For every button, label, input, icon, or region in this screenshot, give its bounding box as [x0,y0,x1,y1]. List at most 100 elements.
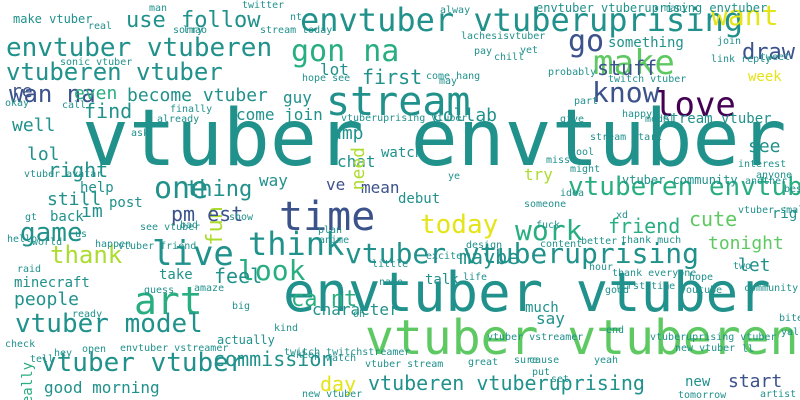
word-cloud-term: end [606,325,625,336]
word-cloud-term: model [645,114,676,125]
word-cloud-term: post [109,195,143,211]
word-cloud-term: envtuber vtuberuprising envtuber [536,1,768,15]
word-cloud-term: community [744,283,799,294]
word-cloud-term: envtuber vtuberen [6,33,273,63]
word-cloud-term: great [468,357,499,368]
word-cloud-term: name [379,277,404,288]
word-cloud-term: part [574,96,599,107]
word-cloud-term: bite [779,313,800,324]
word-cloud-term: much [525,300,559,316]
word-cloud-term: vtuber vstreamer [487,332,584,343]
word-cloud-term: new vtuber [302,389,363,400]
word-cloud-term: best [784,184,800,195]
word-cloud-term: idea [560,188,585,199]
word-cloud-term: right [48,158,109,182]
word-cloud-term: let [738,255,771,276]
word-cloud-term: world [32,237,63,248]
word-cloud-term: come hang [426,71,481,82]
word-cloud-term: kind [274,323,299,334]
word-cloud-term: see vtuber [140,222,201,233]
word-cloud-term: im [81,201,103,222]
word-cloud-term: still [47,189,102,210]
word-cloud-term: sorry [173,25,204,36]
word-cloud-term: go [568,24,605,59]
word-cloud-term: vtuber smallstreamer [738,205,800,216]
word-cloud-term: anyone [756,170,793,181]
word-cloud-term: vtuberuprising vtuber [650,332,777,343]
word-cloud-term: nt [290,12,303,23]
word-cloud-term: know [592,76,660,109]
word-cloud-term: tweet [760,52,791,63]
word-cloud-term: might [570,164,601,175]
word-cloud-term: think [248,225,345,263]
word-cloud-term: open [82,344,107,355]
word-cloud-term: need [348,147,369,191]
word-cloud-term: vtuber envtuber [82,94,787,184]
word-cloud-term: tonight [708,233,784,254]
word-cloud-term: fuck [536,220,561,231]
word-cloud-term: make vtuber [13,12,93,26]
word-cloud-term: life [463,272,488,283]
word-cloud-term: oh [353,309,366,320]
word-cloud-term: friend [608,214,681,238]
word-cloud-term: actually [217,333,275,347]
word-cloud-term: artist [760,389,797,400]
word-cloud-term: big [232,301,251,312]
word-cloud-term: maybe [459,245,520,269]
word-cloud-term: hour [589,262,614,273]
word-cloud-term: day [320,372,357,396]
word-cloud-term: back [50,209,84,225]
word-cloud-term: really [20,362,36,400]
word-cloud-term: first time [615,281,676,292]
word-cloud-term: follow [181,8,261,33]
word-cloud-term: give [560,114,585,125]
word-cloud-term: anime [319,235,350,246]
word-cloud-term: vtuberen envtuber [568,172,800,202]
word-cloud-term: check [5,339,36,350]
word-cloud-term: minecraft [14,275,90,291]
word-cloud-term: twitch twitchstreamer [284,347,411,358]
word-cloud-term: ll [742,344,755,355]
word-cloud-term: sure [514,355,539,366]
word-cloud-term: excite [426,251,463,262]
word-cloud-term: thank [50,241,123,269]
word-cloud-term: join [717,36,742,47]
word-cloud-term: okay [5,98,30,109]
word-cloud-term: interest [738,159,787,170]
word-cloud-term: ye [448,171,461,182]
word-cloud-term: yet [520,45,539,56]
word-cloud-term: rig [772,206,798,222]
word-cloud-term: already [157,114,200,125]
word-cloud-term: sonic vtuber [60,57,133,68]
word-cloud-term: take [159,267,193,283]
word-cloud-term: raid [17,264,42,275]
word-cloud-term: use [126,8,166,33]
word-cloud-term: art [134,279,203,323]
word-cloud-term: envtuber vtuberuprising [300,1,744,39]
word-cloud-term: put [532,367,551,378]
word-cloud-term: man [149,3,168,14]
word-cloud-term: see [748,136,781,157]
word-cloud-term: mean [361,178,400,197]
word-cloud-term: watch [381,145,424,161]
word-cloud-term: debut [398,191,441,207]
word-cloud-term: want [711,0,779,32]
word-cloud-term: find [84,99,133,123]
word-cloud-term: tell [30,354,55,365]
word-cloud-term: lot [320,60,349,79]
word-cloud-term: new vtuber [675,343,736,354]
word-cloud-term: thing [186,177,253,202]
word-cloud-term: stream vtuber [662,111,772,127]
word-cloud-term: something [608,35,684,51]
word-cloud-term: feel [214,264,263,288]
word-cloud-term: probably [548,67,597,78]
word-cloud-term: better [581,236,618,247]
word-cloud-term: twitter [242,0,285,11]
word-cloud-term: even [74,83,118,104]
word-cloud-term: first [362,65,423,89]
word-cloud-term: lol [27,144,60,165]
word-cloud-term: wan na [9,80,96,108]
word-cloud-term: vtuber avatar [24,169,103,180]
word-cloud-term: gon na [291,34,400,69]
word-cloud-term: yall [781,327,800,338]
